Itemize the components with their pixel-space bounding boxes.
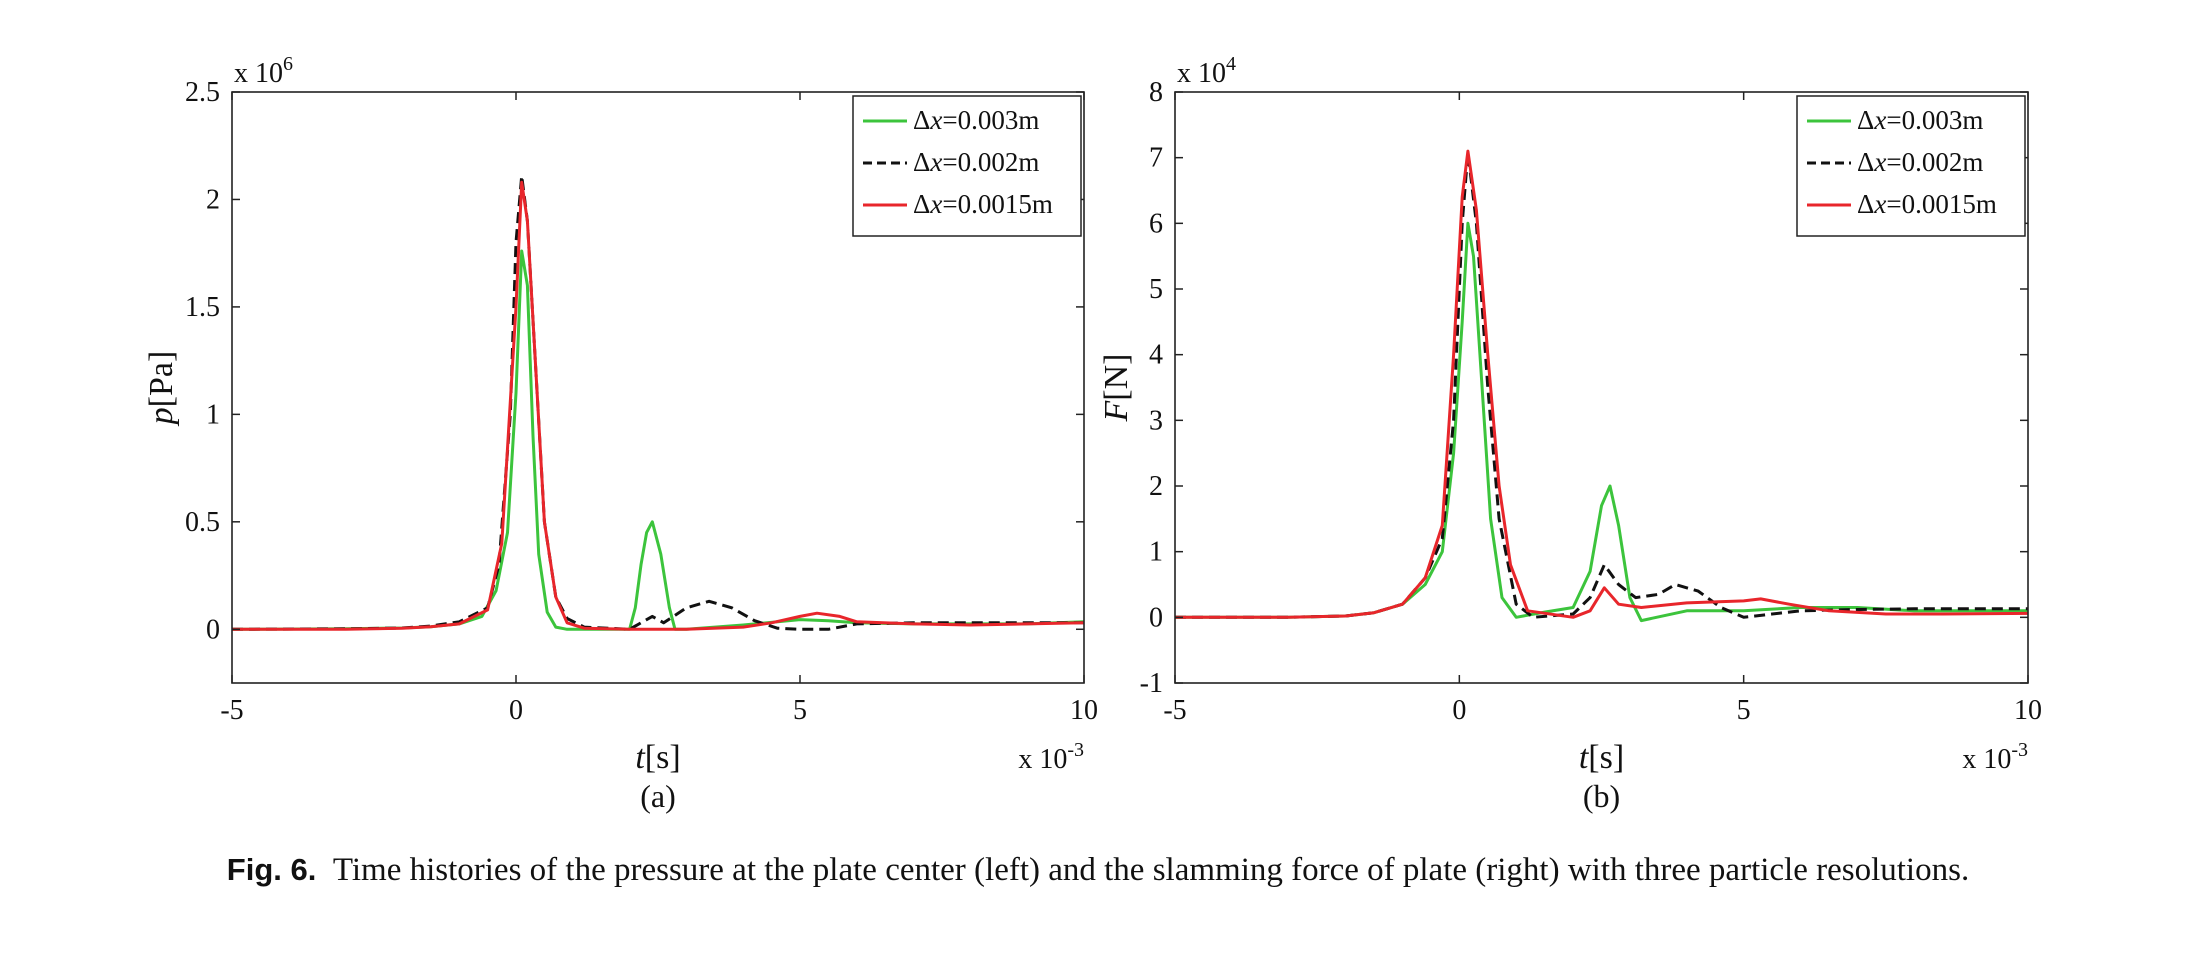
figure-caption: Fig. 6. Time histories of the pressure a…	[0, 852, 2196, 889]
y-tick-label: 0	[1149, 602, 1163, 633]
y-tick-label: 7	[1149, 143, 1163, 174]
y-tick-label: 8	[1149, 77, 1163, 108]
caption-label: Fig. 6.	[226, 852, 317, 887]
x-tick-label: -5	[1163, 695, 1186, 726]
x-multiplier: x 10-3	[1018, 739, 1084, 775]
x-tick-label: 0	[509, 695, 523, 726]
legend-label-1: Δx=0.003m	[1857, 105, 1983, 135]
y-tick-label: 2	[206, 184, 220, 215]
y-tick-label: 0	[206, 614, 220, 645]
y-tick-label: 6	[1149, 208, 1163, 239]
x-tick-label: 10	[2014, 695, 2042, 726]
x-tick-label: -5	[220, 695, 243, 726]
y-tick-label: 5	[1149, 274, 1163, 305]
legend-box	[1796, 95, 2026, 237]
legend-label-3: Δx=0.0015m	[913, 189, 1053, 219]
y-tick-label: 1	[1149, 537, 1163, 568]
x-axis-label: t[s]	[635, 739, 680, 776]
series-line-2	[232, 174, 1084, 631]
y-tick-label: 4	[1149, 340, 1163, 371]
x-tick-label: 5	[1737, 695, 1751, 726]
y-tick-label: 1.5	[185, 292, 220, 323]
legend-box	[852, 95, 1082, 237]
panel-label: (a)	[640, 778, 676, 814]
legend: Δx=0.003m Δx=0.002m Δx=0.0015m	[852, 95, 1082, 237]
x-tick-label: 10	[1070, 695, 1098, 726]
series-line-3	[1175, 149, 2028, 619]
y-tick-label: 0.5	[185, 507, 220, 538]
y-multiplier: x 104	[1177, 53, 1236, 89]
y-tick-label: 2.5	[185, 77, 220, 108]
plot-frame	[231, 91, 1085, 684]
series-line-1	[1175, 221, 2028, 623]
y-tick-label: 1	[206, 399, 220, 430]
chart-panel-a: -5 0 5 10 0 0.5 1 1.5 2 2.5 x 106 x 10-3 t[s] p[Pa] (a…	[143, 53, 1098, 814]
y-tick-label: -1	[1140, 668, 1163, 699]
x-axis-label: t[s]	[1579, 739, 1624, 776]
series-line-1	[232, 249, 1084, 631]
x-tick-label: 0	[1452, 695, 1466, 726]
y-tick-label: 2	[1149, 471, 1163, 502]
panel-label: (b)	[1583, 778, 1620, 814]
legend-label-1: Δx=0.003m	[913, 105, 1039, 135]
series-line-3	[232, 180, 1084, 631]
legend-label-3: Δx=0.0015m	[1857, 189, 1997, 219]
y-axis-label: F[N]	[1098, 354, 1135, 423]
y-axis-label: p[Pa]	[143, 351, 180, 427]
chart-panel-b: -5 0 5 10 -1 0 1 2 3 4 5 6 7 8 x 104 x 10-3 t[s] F[N] (b) Δ…	[1098, 53, 2042, 814]
legend-label-2: Δx=0.002m	[1857, 147, 1983, 177]
legend: Δx=0.003m Δx=0.002m Δx=0.0015m	[1796, 95, 2026, 237]
y-tick-label: 3	[1149, 405, 1163, 436]
legend-label-2: Δx=0.002m	[913, 147, 1039, 177]
x-tick-label: 5	[793, 695, 807, 726]
caption-text: Time histories of the pressure at the pl…	[332, 852, 1970, 888]
plot-frame	[1174, 91, 2029, 684]
x-multiplier: x 10-3	[1962, 739, 2028, 775]
y-multiplier: x 106	[234, 53, 293, 89]
